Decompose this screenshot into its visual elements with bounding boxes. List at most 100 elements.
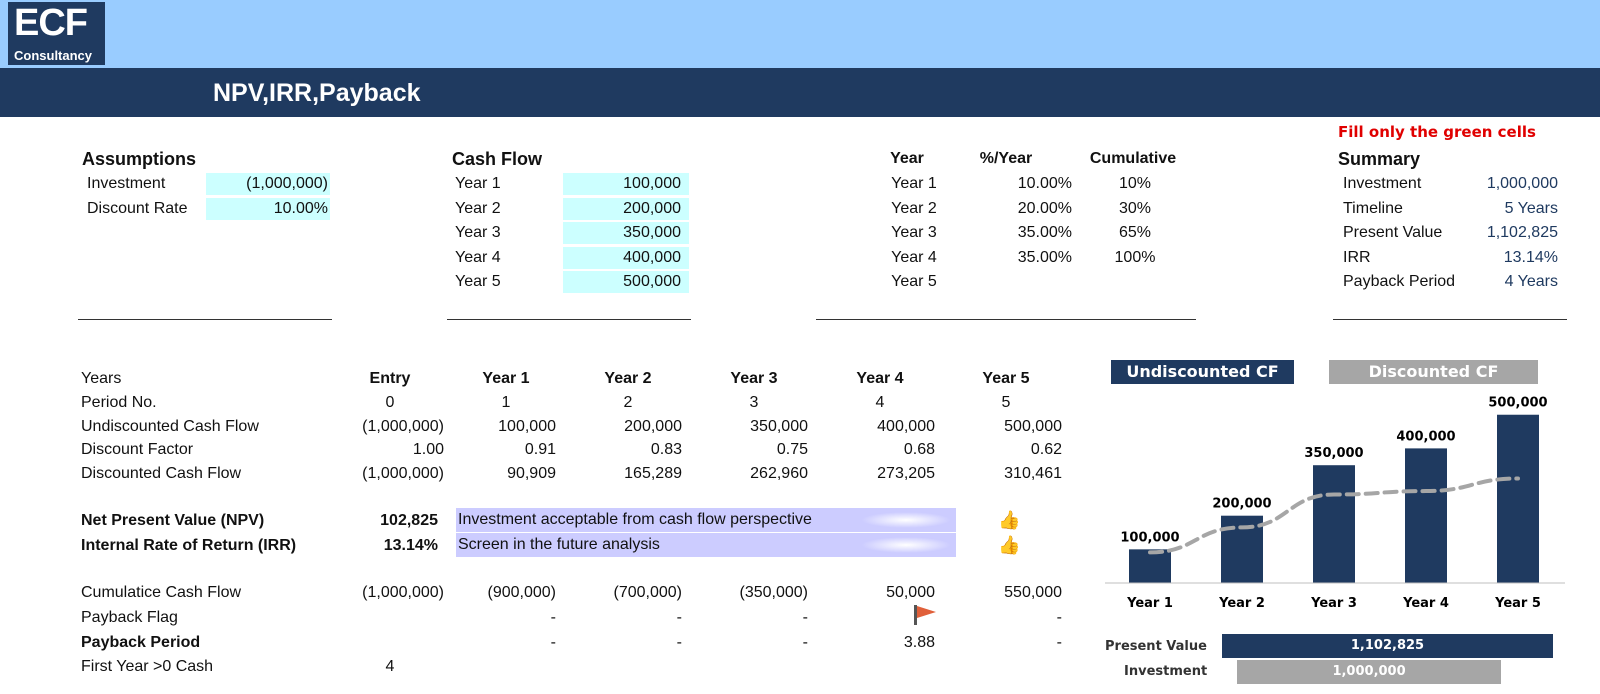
table-row-label: Period No. <box>81 394 157 411</box>
summary-value: 1,102,825 <box>1486 224 1558 241</box>
undiscounted-bar <box>1129 549 1171 583</box>
table-cell: 500,000 <box>1004 417 1062 435</box>
undiscounted-bar <box>1497 414 1539 583</box>
irr-value: 13.14% <box>383 537 438 554</box>
payback-flag-cell: - <box>802 609 808 626</box>
column-header: Year 2 <box>604 370 652 387</box>
payback-period-cell: - <box>802 634 808 651</box>
npv-message: Investment acceptable from cash flow per… <box>458 511 812 528</box>
cashflow-value: 400,000 <box>623 248 681 266</box>
payback-period-cell: - <box>1056 634 1062 651</box>
cashflow-value: 500,000 <box>623 273 681 290</box>
irr-message: Screen in the future analysis <box>458 536 660 553</box>
hbar-present-value: 1,102,825 <box>1222 634 1553 658</box>
hbar-label-pv: Present Value <box>1105 639 1207 654</box>
cum-cash-cell: 550,000 <box>1004 584 1062 601</box>
x-axis-label: Year 1 <box>1126 596 1173 611</box>
cashflow-input[interactable]: 100,000 <box>563 173 689 195</box>
cashflow-input[interactable]: 200,000 <box>563 197 689 220</box>
cashflow-year-label: Year 1 <box>455 175 501 192</box>
summary-label: Investment <box>1343 175 1422 192</box>
logo-sub: Consultancy <box>14 48 93 63</box>
cashflow-heading: Cash Flow <box>452 149 543 169</box>
thumbs-up-icon: 👍 <box>998 535 1021 555</box>
cum-cash-cell: 50,000 <box>886 584 935 601</box>
growth-year: Year 1 <box>891 175 937 192</box>
table-row-label: Discount Factor <box>81 441 194 458</box>
column-header: Year 1 <box>482 370 530 387</box>
payback-flag-cell: - <box>676 609 682 626</box>
summary-label: Timeline <box>1343 199 1403 217</box>
npv-value: 102,825 <box>380 512 438 529</box>
column-header: Entry <box>369 370 411 387</box>
summary-label: Payback Period <box>1343 273 1456 290</box>
cashflow-input[interactable]: 350,000 <box>563 222 689 244</box>
irr-label: Internal Rate of Return (IRR) <box>81 537 297 554</box>
growth-year: Year 4 <box>891 248 937 266</box>
cashflow-value: 200,000 <box>623 199 681 217</box>
top-band <box>0 0 1600 68</box>
cashflow-input[interactable]: 500,000 <box>563 271 689 293</box>
table-cell: 2 <box>623 394 633 411</box>
table-cell: 400,000 <box>877 417 935 435</box>
fill-green-note: Fill only the green cells <box>1338 123 1536 141</box>
cum-cash-cell: (700,000) <box>613 584 683 601</box>
summary-heading: Summary <box>1338 149 1421 169</box>
table-cell: (1,000,000) <box>362 417 444 435</box>
growth-cum: 65% <box>1118 224 1152 241</box>
discounted-cf-line <box>1148 476 1520 555</box>
hbar-pv-value: 1,102,825 <box>1350 638 1425 653</box>
table-row-label: Undiscounted Cash Flow <box>81 417 259 435</box>
table-cell: 165,289 <box>624 464 682 482</box>
bar-value-label: 500,000 <box>1488 396 1547 411</box>
table-cell: 1.00 <box>412 441 444 458</box>
column-header: Year 4 <box>856 370 904 387</box>
table-cell: 350,000 <box>750 417 808 435</box>
growth-cum: 100% <box>1114 248 1156 266</box>
logo-main: ECF <box>14 2 88 44</box>
discount-rate-value: 10.00% <box>273 200 328 217</box>
cashflow-divider <box>447 319 691 320</box>
table-cell: 3 <box>749 394 759 411</box>
table-cell: 5 <box>1001 394 1011 411</box>
legend-undiscounted: Undiscounted CF <box>1111 360 1294 384</box>
table-cell: 0.68 <box>903 441 935 458</box>
table-cell: 0.83 <box>650 441 682 458</box>
table-cell: 0 <box>385 394 395 411</box>
summary-value: 1,000,000 <box>1486 175 1558 192</box>
table-cell: 0.75 <box>776 441 808 458</box>
thumbs-up-icon: 👍 <box>998 510 1021 530</box>
investment-input[interactable]: (1,000,000) <box>206 173 330 195</box>
x-axis-label: Year 3 <box>1310 596 1357 611</box>
growth-year: Year 3 <box>891 224 937 241</box>
cashflow-input[interactable]: 400,000 <box>563 246 689 269</box>
years-label: Years <box>81 370 122 387</box>
hbar-investment: 1,000,000 <box>1237 660 1502 684</box>
cashflow-year-label: Year 5 <box>455 273 501 290</box>
ecf-logo: ECF Consultancy <box>8 2 105 65</box>
npv-label: Net Present Value (NPV) <box>81 512 265 529</box>
cum-cash-cell: (350,000) <box>739 584 809 601</box>
assumptions-divider <box>78 319 332 320</box>
table-cell: 200,000 <box>624 417 682 435</box>
x-axis-label: Year 2 <box>1218 596 1265 611</box>
summary-label: Present Value <box>1343 224 1443 241</box>
discount-rate-label: Discount Rate <box>87 200 188 217</box>
growth-year: Year 2 <box>891 199 937 217</box>
undiscounted-bar <box>1313 465 1355 583</box>
table-cell: 273,205 <box>877 464 935 482</box>
cashflow-year-label: Year 4 <box>455 248 501 266</box>
flag-icon <box>912 603 940 630</box>
table-cell: (1,000,000) <box>362 464 444 482</box>
payback-flag-label: Payback Flag <box>81 609 178 626</box>
investment-value: (1,000,000) <box>246 175 328 192</box>
bar-value-label: 100,000 <box>1120 530 1179 545</box>
x-axis-label: Year 5 <box>1494 596 1541 611</box>
discount-rate-input[interactable]: 10.00% <box>206 198 330 220</box>
title-bar: NPV,IRR,Payback <box>0 68 1600 117</box>
table-cell: 1 <box>501 394 511 411</box>
bar-value-label: 350,000 <box>1304 446 1363 461</box>
column-header: Year 3 <box>730 370 778 387</box>
table-cell: 90,909 <box>507 464 556 482</box>
summary-divider <box>1333 319 1567 320</box>
